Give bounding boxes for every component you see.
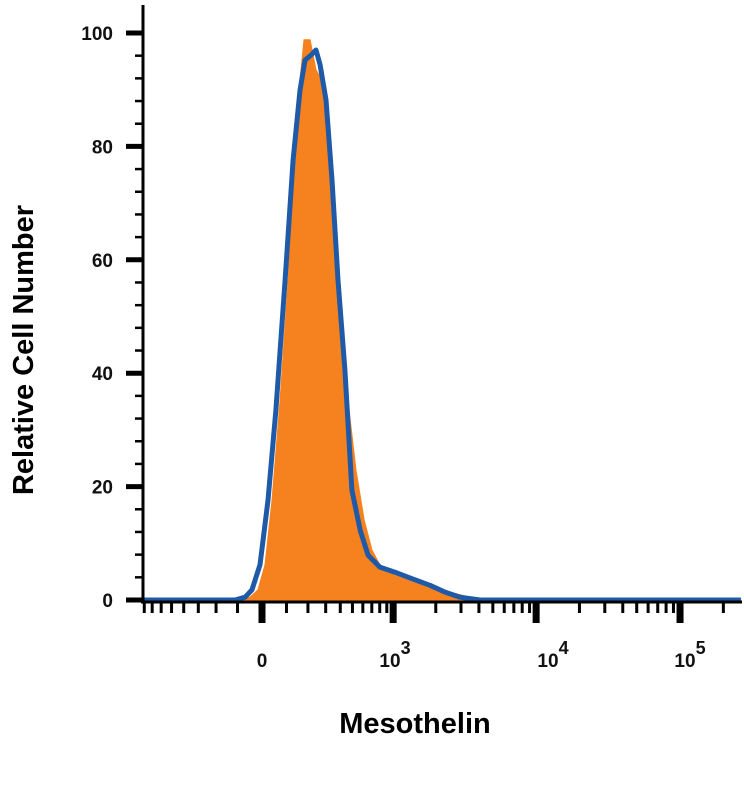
y-tick-label: 80 — [92, 137, 113, 158]
x-tick-label-1000: 103 — [379, 638, 410, 672]
filled-histogram-series — [143, 39, 741, 601]
tick-layer: 0 20 40 60 80 100 — [81, 24, 725, 623]
y-tick-label: 40 — [92, 364, 113, 385]
y-tick-label: 100 — [81, 24, 113, 45]
x-tick-label-10000: 104 — [537, 638, 568, 672]
x-tick-label-100000: 105 — [674, 638, 705, 672]
y-tick-label: 60 — [92, 251, 113, 272]
y-tick-label: 20 — [92, 478, 113, 499]
x-axis-title: Mesothelin — [339, 708, 490, 740]
line-histogram-series — [143, 47, 741, 603]
y-axis-title: Relative Cell Number — [8, 205, 40, 495]
x-tick-label-0: 0 — [257, 651, 268, 672]
tick-label-layer: 0 103 104 105 — [257, 638, 706, 672]
axes-layer — [141, 5, 742, 604]
series-layer — [143, 39, 741, 603]
y-tick-label: 0 — [102, 591, 113, 612]
